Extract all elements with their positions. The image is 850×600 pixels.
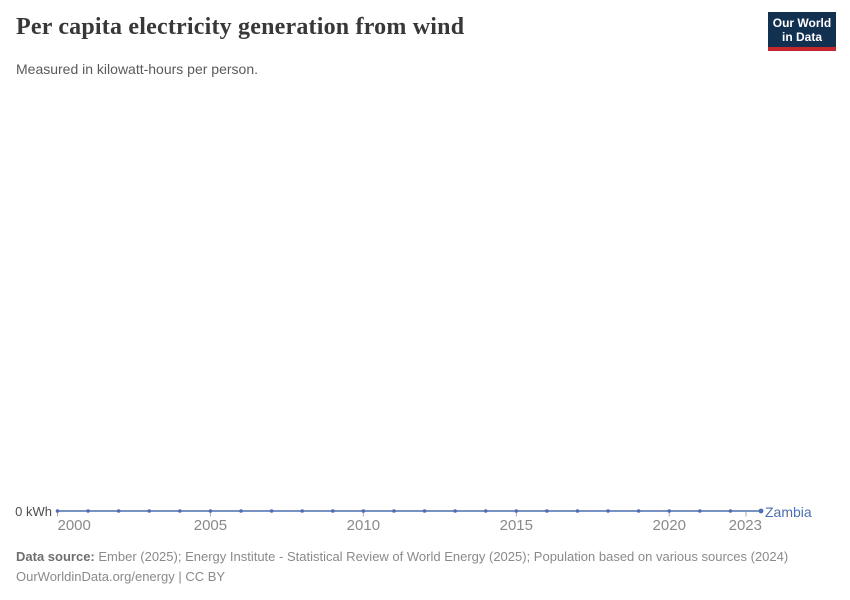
footer-separator: | <box>174 569 186 584</box>
data-point-marker[interactable] <box>269 509 274 513</box>
data-source-label: Data source: <box>16 549 95 564</box>
data-point-marker[interactable] <box>698 509 702 513</box>
series-entity-label[interactable]: Zambia <box>765 504 812 520</box>
data-point-marker[interactable] <box>667 509 672 513</box>
owid-logo: Our World in Data <box>768 12 836 51</box>
x-axis-tick-label: 2015 <box>499 517 533 534</box>
y-axis-tick-label: 0 kWh <box>15 504 52 519</box>
data-point-marker[interactable] <box>86 509 90 513</box>
data-point-marker[interactable] <box>116 509 121 513</box>
data-point-marker[interactable] <box>422 509 427 513</box>
license-line: OurWorldinData.org/energy | CC BY <box>16 567 816 587</box>
cc-by-link[interactable]: CC BY <box>185 569 226 584</box>
data-point-marker[interactable] <box>361 509 366 513</box>
x-axis-tick-label: 2023 <box>728 517 762 534</box>
chart-footer: Data source: Ember (2025); Energy Instit… <box>16 547 816 587</box>
data-source-line: Data source: Ember (2025); Energy Instit… <box>16 547 816 567</box>
data-point-marker[interactable] <box>758 508 764 514</box>
data-point-marker[interactable] <box>392 509 396 513</box>
owid-energy-link[interactable]: OurWorldinData.org/energy <box>16 569 175 584</box>
data-point-marker[interactable] <box>300 509 304 513</box>
data-point-marker[interactable] <box>55 509 60 513</box>
owid-logo-line1: Our World <box>772 15 832 30</box>
x-axis-tick-label: 2000 <box>57 517 91 534</box>
x-axis-tick-label: 2020 <box>652 517 686 534</box>
data-point-marker[interactable] <box>636 509 641 513</box>
data-point-marker[interactable] <box>453 509 457 513</box>
data-point-marker[interactable] <box>575 509 580 513</box>
chart-subtitle: Measured in kilowatt-hours per person. <box>16 61 259 77</box>
data-source-text: Ember (2025); Energy Institute - Statist… <box>94 549 789 564</box>
data-point-marker[interactable] <box>147 509 152 513</box>
owid-logo-line2: in Data <box>781 29 822 44</box>
data-point-marker[interactable] <box>208 509 213 513</box>
data-point-marker[interactable] <box>178 509 182 513</box>
data-point-marker[interactable] <box>239 509 243 513</box>
data-point-marker[interactable] <box>606 509 610 513</box>
data-point-marker[interactable] <box>545 509 549 513</box>
x-axis-tick-label: 2010 <box>346 517 381 534</box>
data-point-marker[interactable] <box>330 509 335 513</box>
data-point-marker[interactable] <box>514 509 519 513</box>
data-point-marker[interactable] <box>728 509 733 513</box>
chart-title: Per capita electricity generation from w… <box>16 14 465 40</box>
data-point-marker[interactable] <box>483 509 488 513</box>
x-axis-tick-label: 2005 <box>193 517 228 534</box>
